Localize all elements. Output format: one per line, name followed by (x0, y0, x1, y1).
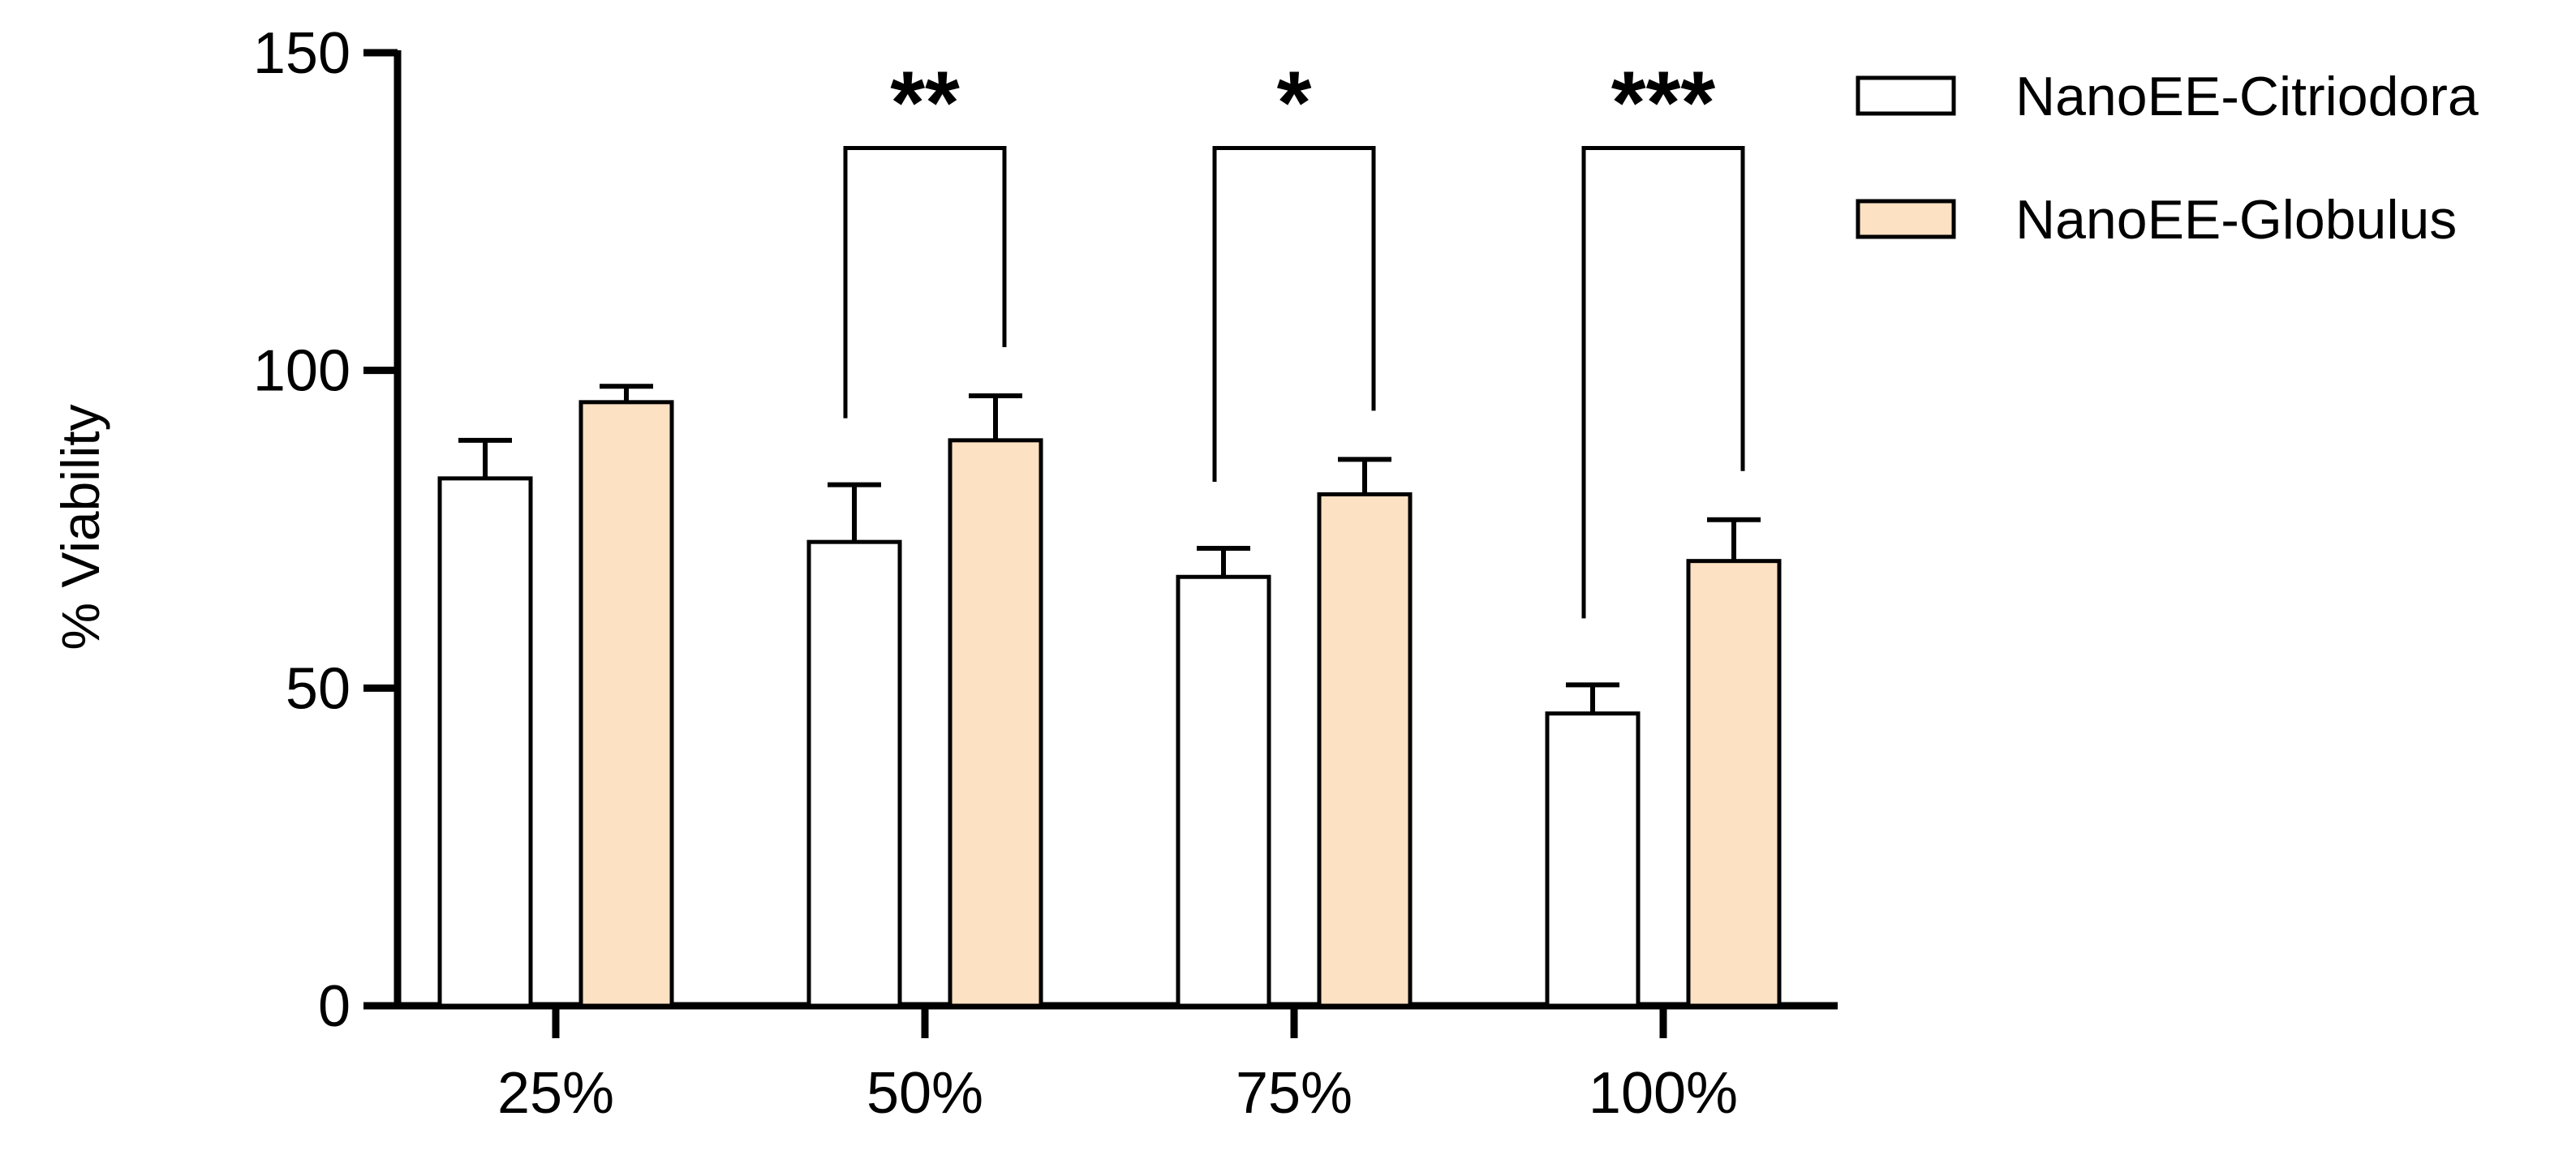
y-axis-title: % Viability (50, 404, 110, 650)
legend-swatch (1856, 199, 1956, 239)
legend-swatch (1856, 75, 1956, 116)
bar-globulus (948, 438, 1043, 1008)
x-tick-label: 75% (1236, 1061, 1353, 1126)
significance-label: ** (890, 54, 960, 153)
bar-citriodora (437, 476, 533, 1008)
bar-citriodora (1176, 574, 1271, 1008)
y-tick-label: 0 (318, 974, 350, 1039)
x-tick-label: 50% (867, 1061, 983, 1126)
legend-label: NanoEE-Globulus (2015, 189, 2457, 251)
bar-globulus (1686, 559, 1782, 1008)
bar-citriodora (1545, 711, 1641, 1008)
y-tick-label: 50 (286, 656, 350, 721)
bar-globulus (578, 400, 674, 1008)
bar-citriodora (806, 539, 902, 1008)
legend-label: NanoEE-Citriodora (2015, 66, 2479, 127)
significance-bracket (843, 146, 1007, 419)
bar-globulus (1317, 492, 1413, 1008)
y-tick-label: 100 (253, 339, 350, 404)
y-tick-label: 150 (253, 21, 350, 86)
significance-label: *** (1611, 54, 1716, 153)
significance-bracket (1581, 146, 1745, 619)
x-tick-label: 100% (1589, 1061, 1738, 1126)
x-tick-label: 25% (497, 1061, 614, 1126)
significance-bracket (1212, 146, 1376, 482)
significance-label: * (1277, 54, 1312, 153)
